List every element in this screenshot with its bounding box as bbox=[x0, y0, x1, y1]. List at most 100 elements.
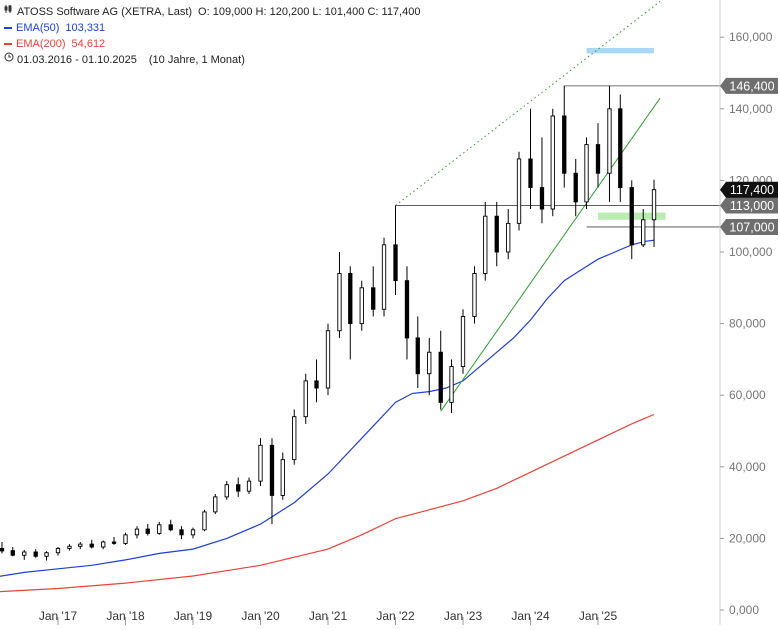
y-tick-label: 160,000 bbox=[729, 30, 773, 44]
y-tick-label: 20,000 bbox=[729, 531, 766, 545]
candle-up bbox=[472, 273, 477, 317]
target-zone bbox=[586, 47, 655, 54]
y-tick-label: 0,000 bbox=[729, 603, 759, 617]
candle-up bbox=[55, 547, 61, 554]
candle-down bbox=[415, 337, 420, 375]
candle-up bbox=[506, 222, 511, 253]
candle-down bbox=[528, 158, 533, 189]
x-tick-label: Jan '19 bbox=[174, 609, 213, 623]
x-tick-label: Jan '25 bbox=[579, 609, 618, 623]
period-range: 01.03.2016 - 01.10.2025 bbox=[17, 54, 137, 66]
y-tick-label: 80,000 bbox=[729, 317, 766, 331]
candle-down bbox=[348, 273, 353, 325]
candle-down bbox=[33, 551, 38, 557]
ema200-line bbox=[0, 413, 655, 593]
x-axis: Jan '17 Jan '18 Jan '19 Jan '20 Jan '21 Jan '… bbox=[39, 609, 618, 625]
candle-up bbox=[123, 534, 128, 544]
candle-up bbox=[337, 273, 342, 332]
level-badge-label: 113,000 bbox=[730, 199, 774, 213]
legend-ema200-row: EMA(200) 54,612 bbox=[4, 36, 420, 52]
candle-down bbox=[0, 547, 5, 552]
clock-icon bbox=[4, 52, 14, 68]
candles bbox=[0, 85, 657, 561]
level-badge bbox=[720, 197, 778, 214]
level-badge-label: 107,000 bbox=[729, 220, 774, 234]
candle-down bbox=[314, 380, 319, 389]
price-badges: 146,400 113,000 107,000 117,400 bbox=[720, 77, 778, 235]
trend-line-upper bbox=[395, 1, 661, 206]
candle-up bbox=[325, 330, 331, 389]
candle-up bbox=[202, 511, 207, 531]
candle-down bbox=[371, 287, 376, 310]
legend-period-row: 01.03.2016 - 01.10.2025 (10 Jahre, 1 Mon… bbox=[4, 52, 420, 68]
candle-up bbox=[449, 366, 454, 403]
candle-up bbox=[359, 287, 364, 325]
candle-up bbox=[134, 528, 140, 536]
legend-title-row: ATOSS Software AG (XETRA, Last) O: 109,0… bbox=[4, 4, 420, 20]
candle-up bbox=[641, 219, 646, 246]
candle-down bbox=[494, 215, 499, 253]
candle-up bbox=[607, 108, 612, 174]
candle-up bbox=[427, 351, 432, 375]
candle-down bbox=[10, 550, 15, 556]
period-note: (10 Jahre, 1 Monat) bbox=[148, 54, 245, 66]
ema50-line bbox=[0, 239, 655, 577]
trend-line-lower bbox=[440, 97, 661, 412]
ema50-value: 103,331 bbox=[65, 22, 106, 34]
candle-up bbox=[651, 189, 657, 221]
chart-title: ATOSS Software AG (XETRA, Last) bbox=[17, 6, 193, 18]
y-tick-label: 40,000 bbox=[729, 460, 766, 474]
x-tick-label: Jan '23 bbox=[444, 609, 483, 623]
x-tick-label: Jan '18 bbox=[106, 609, 145, 623]
x-tick-label: Jan '17 bbox=[39, 609, 78, 623]
candle-down bbox=[168, 524, 173, 531]
legend-ema50-row: EMA(50) 103,331 bbox=[4, 20, 420, 36]
y-axis: 0,00020,00040,00060,00080,000100,000120,… bbox=[719, 0, 773, 625]
y-tick-label: 60,000 bbox=[729, 388, 766, 402]
candle-up bbox=[292, 416, 297, 461]
candle-up bbox=[246, 480, 252, 492]
candle-up bbox=[381, 244, 387, 310]
candle-down bbox=[89, 543, 94, 548]
candle-up bbox=[303, 380, 308, 418]
candle-up bbox=[483, 215, 488, 274]
candle-down bbox=[404, 280, 410, 339]
y-tick-label: 100,000 bbox=[729, 245, 773, 259]
x-tick-label: Jan '22 bbox=[376, 609, 415, 623]
ema200-label: EMA(200) bbox=[16, 38, 66, 50]
ema50-label: EMA(50) bbox=[16, 22, 60, 34]
candle-up bbox=[280, 459, 285, 496]
candle-down bbox=[595, 144, 601, 174]
candle-down bbox=[269, 444, 275, 496]
candle-down bbox=[629, 187, 634, 246]
candle-down bbox=[562, 115, 567, 174]
ohlc-values: O: 109,000 H: 120,200 L: 101,400 C: 117,… bbox=[198, 6, 421, 18]
candle-up bbox=[213, 496, 218, 513]
candle-up bbox=[67, 545, 72, 549]
candlestick-icon bbox=[4, 4, 14, 20]
candle-up bbox=[190, 529, 196, 536]
level-badge bbox=[720, 77, 778, 94]
last-price-badge bbox=[720, 181, 778, 198]
candle-down bbox=[145, 528, 150, 534]
x-tick-label: Jan '20 bbox=[241, 609, 280, 623]
candle-down bbox=[618, 108, 623, 189]
x-tick-label: Jan '24 bbox=[511, 609, 550, 623]
candle-down bbox=[179, 529, 184, 536]
ema50-swatch bbox=[4, 27, 12, 29]
candle-up bbox=[157, 524, 162, 534]
candle-down bbox=[573, 172, 578, 203]
ema-lines bbox=[0, 239, 655, 593]
candle-up bbox=[550, 115, 555, 210]
candle-up bbox=[584, 144, 589, 203]
level-badge bbox=[720, 218, 778, 235]
candle-up bbox=[22, 551, 27, 556]
last-price-label: 117,400 bbox=[730, 183, 774, 197]
candle-up bbox=[224, 484, 229, 498]
trend-lines bbox=[395, 1, 661, 412]
level-badge-label: 146,400 bbox=[729, 79, 774, 93]
candle-up bbox=[258, 444, 263, 482]
candle-down bbox=[438, 351, 443, 403]
